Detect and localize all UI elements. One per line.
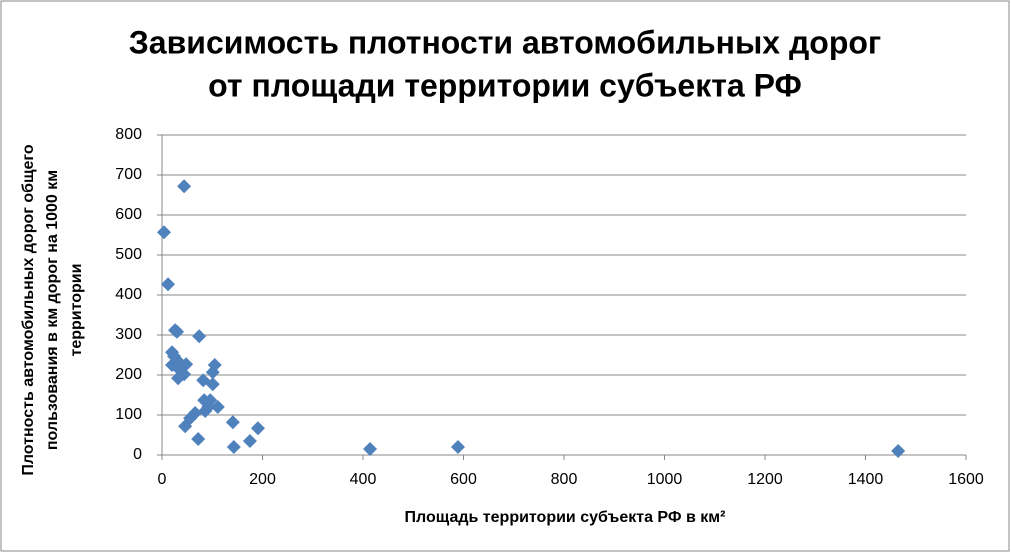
point <box>210 400 225 414</box>
y-tick-label: 0 <box>133 446 142 463</box>
y-axis-label-line: территории <box>68 264 85 357</box>
point <box>178 419 193 434</box>
point <box>363 442 378 456</box>
point <box>198 404 213 418</box>
y-tick-label: 600 <box>115 206 142 223</box>
x-axis-label: Площадь территории субъекта РФ в км² <box>405 509 726 526</box>
point <box>205 365 220 380</box>
x-tick-label: 1400 <box>848 471 884 488</box>
x-tick-label: 200 <box>249 471 276 488</box>
x-tick-label: 0 <box>158 471 167 488</box>
y-axis-label-line: Плотность автомобильных дорог общего <box>20 144 37 476</box>
point <box>891 444 906 458</box>
x-tick-label: 400 <box>350 471 377 488</box>
point <box>250 421 265 436</box>
y-tick-label: 100 <box>115 406 142 423</box>
point <box>161 277 176 292</box>
point <box>192 329 207 344</box>
point <box>242 434 257 448</box>
y-axis-label-line: пользования в км дорог на 1000 км <box>44 170 61 450</box>
y-tick-label: 400 <box>115 286 142 303</box>
y-axis-label: Плотность автомобильных дорог общего пол… <box>20 144 85 476</box>
point <box>157 225 172 240</box>
point <box>191 432 206 446</box>
chart-title: Зависимость плотности автомобильных доро… <box>129 24 881 60</box>
y-tick-label: 500 <box>115 246 142 263</box>
point <box>205 377 220 392</box>
x-tick-label: 1600 <box>948 471 984 488</box>
x-tick-label: 1200 <box>747 471 783 488</box>
point <box>170 324 185 339</box>
point <box>450 440 465 454</box>
point <box>177 179 192 194</box>
point <box>171 371 186 386</box>
y-tick-label: 300 <box>115 326 142 343</box>
point <box>225 415 240 430</box>
x-tick-label: 800 <box>551 471 578 488</box>
y-tick-label: 200 <box>115 366 142 383</box>
x-tick-label: 1000 <box>647 471 683 488</box>
point <box>226 440 241 454</box>
chart-title: от площади территории субъекта РФ <box>208 67 802 103</box>
y-tick-label: 700 <box>115 166 142 183</box>
y-tick-label: 800 <box>115 126 142 143</box>
x-tick-label: 600 <box>450 471 477 488</box>
